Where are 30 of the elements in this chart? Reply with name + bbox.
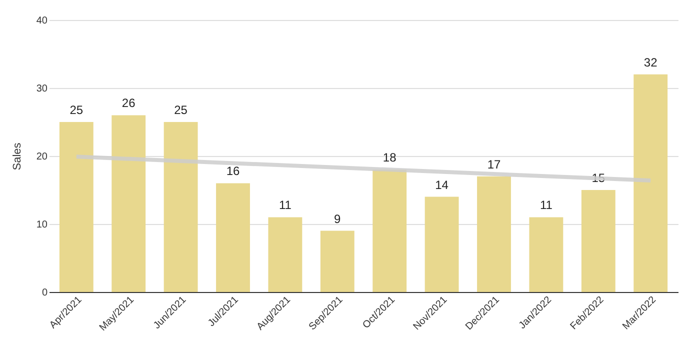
data-label: 17	[487, 157, 501, 172]
data-label: 9	[334, 212, 342, 226]
data-label: 14	[435, 178, 449, 192]
bar	[320, 230, 354, 292]
bar	[529, 217, 564, 292]
data-label: 25	[70, 103, 84, 117]
bar	[634, 74, 668, 292]
data-label: 32	[644, 55, 658, 70]
y-tick-label: 10	[36, 220, 48, 230]
data-label: 25	[174, 103, 188, 117]
y-tick-label: 0	[42, 288, 48, 298]
y-tick-label: 20	[36, 152, 48, 162]
bar	[372, 170, 407, 292]
y-tick-label: 30	[36, 84, 48, 94]
data-label: 18	[382, 150, 397, 165]
data-label: 15	[592, 171, 606, 185]
bar	[581, 190, 616, 292]
data-label: 16	[226, 164, 240, 178]
bar	[112, 115, 146, 292]
bar	[164, 122, 198, 292]
y-tick-label: 40	[36, 16, 48, 26]
data-label: 26	[122, 96, 136, 110]
bar	[424, 196, 459, 292]
bar	[268, 217, 302, 292]
y-axis-title: Sales	[11, 142, 24, 170]
data-label: 11	[278, 198, 292, 212]
bar	[216, 183, 250, 292]
bar	[477, 176, 511, 292]
data-label: 11	[540, 198, 553, 212]
bar	[59, 122, 94, 292]
